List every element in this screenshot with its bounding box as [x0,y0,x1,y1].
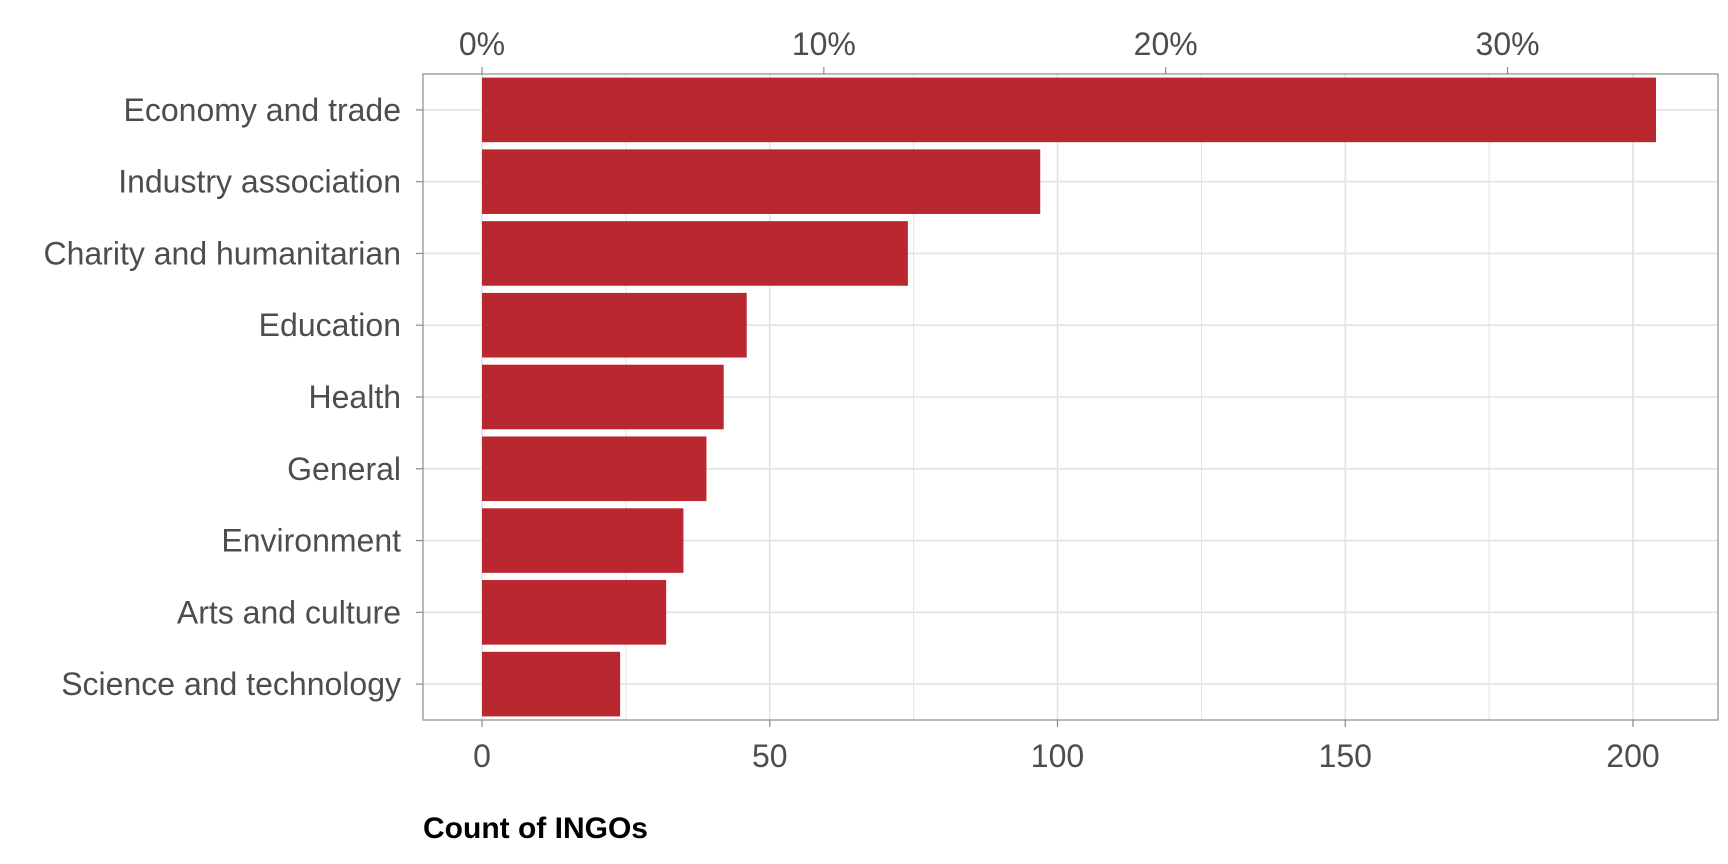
bar-health [482,364,724,430]
category-label: Industry association [118,164,401,200]
category-label: Charity and humanitarian [43,235,401,271]
top-tick-label: 10% [792,26,856,62]
category-label: Environment [221,523,401,559]
bar-environment [482,508,684,573]
category-label: Economy and trade [124,92,402,128]
category-label: Health [309,379,402,415]
bottom-tick-label: 200 [1606,738,1659,774]
x-axis-title: Count of INGOs [423,812,648,845]
axis-ticks-layer [416,67,1634,727]
bottom-axis-tick-labels: 0 50 100 150 200 [473,738,1660,774]
bar-industry-association [482,149,1041,214]
category-label: Science and technology [61,666,401,702]
bar-education [482,292,747,358]
bar-science-and-technology [482,651,621,717]
category-labels: Economy and trade Industry association Cha… [43,92,401,702]
top-axis-tick-labels: 0% 10% 20% 30% [459,26,1540,62]
top-tick-label: 20% [1134,26,1198,62]
bars-layer [482,77,1657,717]
category-label: General [287,451,401,487]
bottom-tick-label: 100 [1031,738,1084,774]
top-tick-label: 30% [1476,26,1540,62]
bottom-tick-label: 50 [752,738,788,774]
top-tick-label: 0% [459,26,505,62]
bottom-tick-label: 0 [473,738,491,774]
bottom-tick-label: 150 [1319,738,1372,774]
bar-general [482,436,707,502]
bar-charity-and-humanitarian [482,221,908,286]
category-label: Arts and culture [177,594,401,630]
bar-economy-and-trade [482,77,1657,143]
bar-arts-and-culture [482,580,667,645]
category-label: Education [259,307,401,343]
